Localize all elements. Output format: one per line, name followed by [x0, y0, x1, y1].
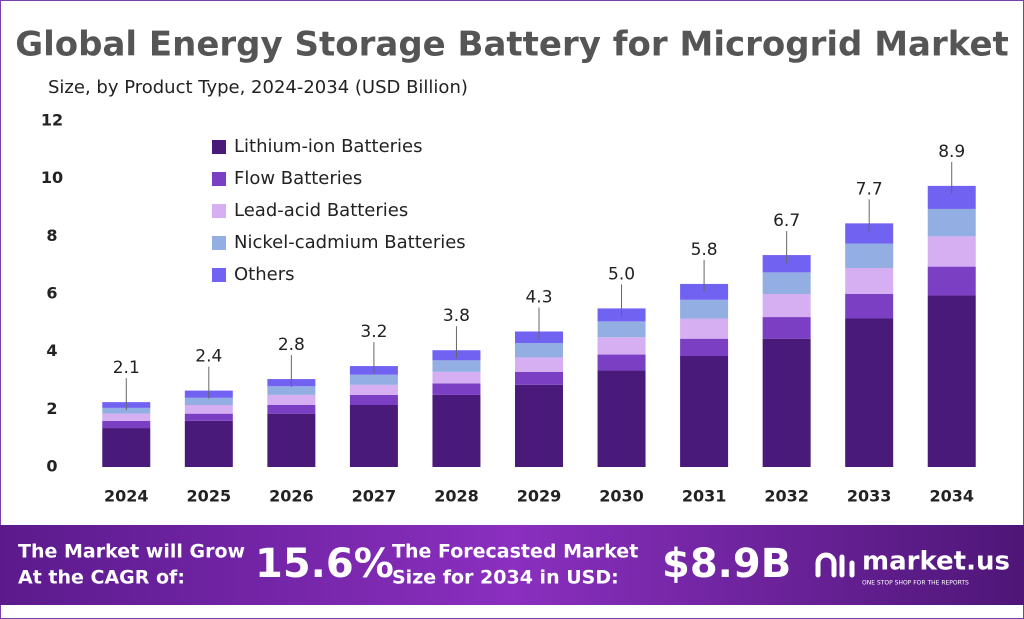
bar-segment	[102, 420, 151, 429]
bar-segment	[762, 255, 811, 273]
x-tick-label: 2027	[352, 487, 397, 506]
total-label: 3.8	[443, 306, 470, 326]
total-label: 7.7	[856, 179, 883, 199]
legend-label: Others	[234, 264, 295, 285]
bar-segment	[845, 243, 894, 269]
bar-segment	[927, 266, 976, 296]
bar-segment	[680, 338, 729, 356]
bar-segment	[762, 272, 811, 294]
y-tick-label: 0	[46, 457, 57, 476]
x-tick-label: 2034	[929, 487, 974, 506]
cagr-value: 15.6%	[255, 541, 394, 587]
total-label: 8.9	[938, 142, 965, 162]
bar-segment	[349, 374, 398, 385]
bar-segment	[845, 294, 894, 319]
forecast-text: The Forecasted Market	[392, 541, 638, 563]
y-tick-label: 10	[41, 168, 63, 187]
bar-segment	[184, 405, 233, 414]
x-tick-label: 2026	[269, 487, 314, 506]
bar-segment	[267, 386, 316, 395]
bar-segment	[184, 397, 233, 406]
bar-segment	[597, 321, 646, 338]
bar-segment	[515, 343, 563, 358]
bar-segment	[349, 405, 398, 467]
y-tick-label: 2	[46, 399, 57, 418]
y-tick-label: 8	[46, 226, 57, 245]
bar-segment	[102, 413, 151, 421]
bar-segment	[349, 394, 398, 406]
tagline: ONE STOP SHOP FOR THE REPORTS	[862, 580, 969, 587]
bar-segment	[680, 299, 729, 319]
legend-swatch	[212, 140, 226, 154]
bar-segment	[515, 384, 563, 467]
total-label: 5.0	[608, 264, 635, 284]
legend-label: Lead-acid Batteries	[234, 200, 408, 221]
bar-segment	[432, 394, 481, 467]
cagr-text: At the CAGR of:	[18, 567, 185, 589]
bar-segment	[680, 355, 729, 467]
bar-segment	[102, 428, 151, 467]
forecast-value: $8.9B	[662, 541, 791, 587]
x-tick-label: 2033	[847, 487, 892, 506]
cagr-text: The Market will Grow	[18, 541, 245, 563]
legend-label: Lithium-ion Batteries	[234, 136, 423, 157]
total-label: 5.8	[691, 240, 718, 260]
bar-segment	[184, 420, 233, 467]
bar-segment	[927, 208, 976, 237]
bar-segment	[597, 370, 646, 467]
total-label: 2.8	[278, 335, 305, 355]
x-tick-label: 2028	[434, 487, 479, 506]
legend-label: Nickel-cadmium Batteries	[234, 232, 466, 253]
chart-subtitle: Size, by Product Type, 2024-2034 (USD Bi…	[48, 77, 468, 98]
bar-segment	[267, 413, 316, 467]
bar-segment	[927, 185, 976, 209]
bar-segment	[184, 413, 233, 421]
brand: market.us	[862, 547, 1010, 577]
y-tick-label: 4	[46, 341, 57, 360]
x-tick-label: 2024	[104, 487, 149, 506]
y-tick-label: 12	[41, 111, 63, 130]
legend-swatch	[212, 268, 226, 282]
x-tick-label: 2031	[682, 487, 727, 506]
bar-segment	[762, 317, 811, 339]
total-label: 2.1	[113, 358, 140, 378]
bar-segment	[597, 354, 646, 371]
x-tick-label: 2025	[187, 487, 232, 506]
bar-segment	[432, 360, 481, 372]
x-tick-label: 2032	[764, 487, 809, 506]
bar-segment	[927, 295, 976, 467]
bar-segment	[267, 394, 316, 406]
bar-segment	[597, 337, 646, 355]
total-label: 2.4	[195, 347, 222, 367]
bar-segment	[102, 407, 151, 414]
bar-segment	[432, 371, 481, 384]
total-label: 3.2	[360, 322, 387, 342]
bar-segment	[762, 294, 811, 318]
bar-segment	[927, 236, 976, 267]
bar-segment	[515, 357, 563, 372]
bar-segment	[845, 223, 894, 244]
chart-title: Global Energy Storage Battery for Microg…	[15, 25, 1009, 65]
bar-segment	[762, 338, 811, 467]
bar-segment	[680, 318, 729, 339]
bar-segment	[845, 318, 894, 467]
legend-label: Flow Batteries	[234, 168, 362, 189]
brand-logo	[815, 552, 855, 578]
forecast-text: Size for 2034 in USD:	[392, 567, 619, 589]
bar-segment	[515, 371, 563, 385]
total-label: 6.7	[773, 211, 800, 231]
bar-segment	[432, 383, 481, 395]
total-label: 4.3	[525, 287, 552, 307]
legend-swatch	[212, 236, 226, 250]
bar-segment	[845, 268, 894, 294]
x-tick-label: 2030	[599, 487, 644, 506]
bar-segment	[349, 384, 398, 395]
bar-segment	[267, 405, 316, 414]
y-tick-label: 6	[46, 284, 57, 303]
legend-swatch	[212, 172, 226, 186]
legend-swatch	[212, 204, 226, 218]
x-tick-label: 2029	[517, 487, 562, 506]
